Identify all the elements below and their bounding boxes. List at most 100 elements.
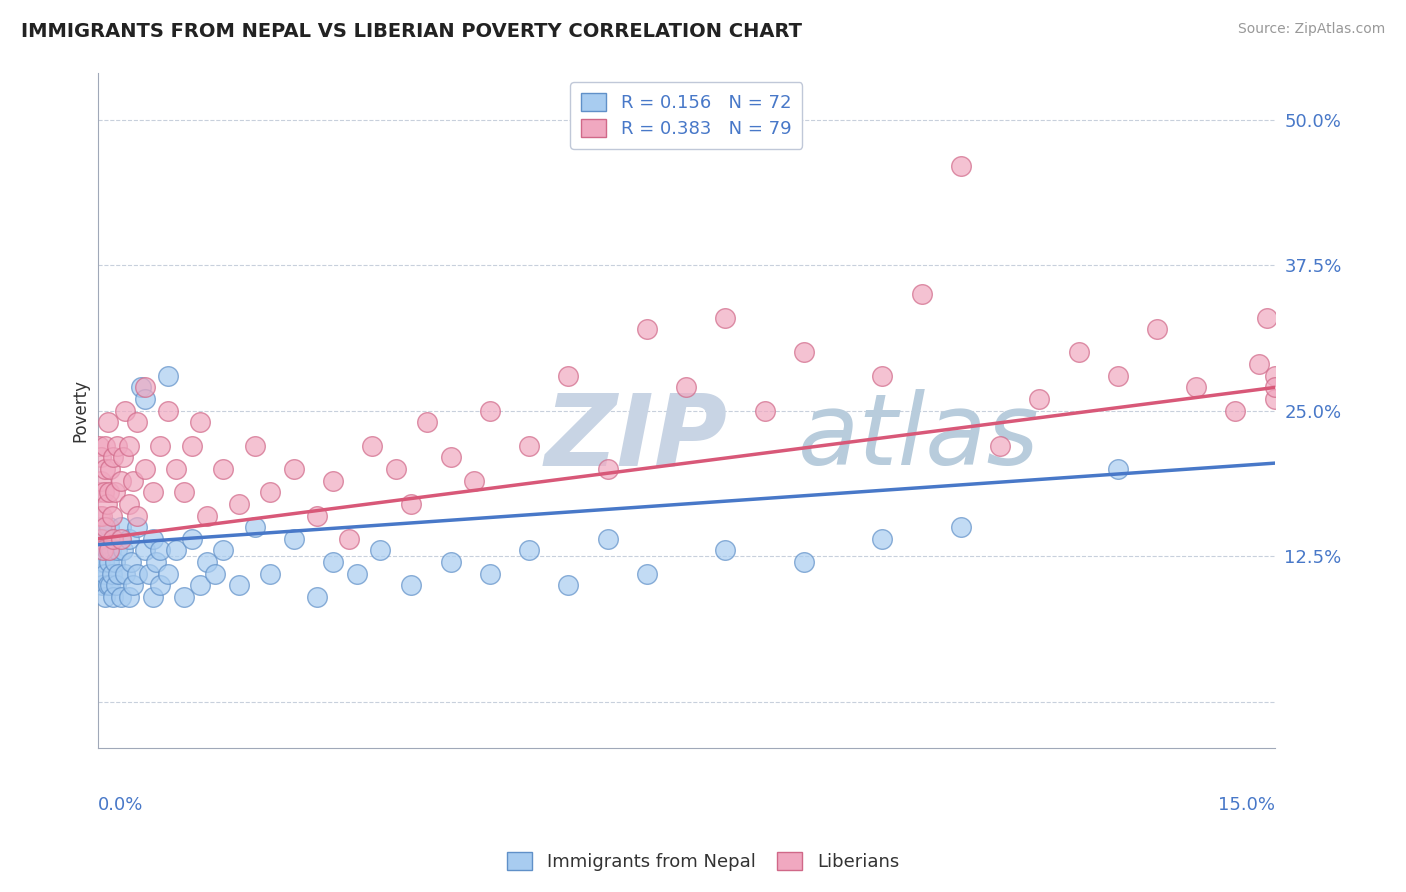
Point <box>157 566 180 581</box>
Point <box>165 543 187 558</box>
Point <box>94 520 117 534</box>
Point <box>212 543 235 558</box>
Point <box>188 416 211 430</box>
Point <box>122 578 145 592</box>
Point <box>243 520 266 534</box>
Point <box>110 532 132 546</box>
Point <box>596 532 619 546</box>
Point <box>89 555 111 569</box>
Point <box>110 520 132 534</box>
Point <box>1256 310 1278 325</box>
Point <box>197 555 219 569</box>
Point <box>97 543 120 558</box>
Point <box>1225 403 1247 417</box>
Point <box>361 439 384 453</box>
Point <box>1067 345 1090 359</box>
Point <box>157 368 180 383</box>
Point <box>754 403 776 417</box>
Point <box>105 543 128 558</box>
Point <box>90 474 112 488</box>
Point <box>180 439 202 453</box>
Point <box>212 462 235 476</box>
Point <box>103 450 125 465</box>
Point <box>675 380 697 394</box>
Point <box>173 590 195 604</box>
Point <box>96 543 118 558</box>
Point <box>129 380 152 394</box>
Point <box>97 416 120 430</box>
Point <box>111 450 134 465</box>
Point <box>949 159 972 173</box>
Point <box>188 578 211 592</box>
Point <box>90 450 112 465</box>
Point <box>91 543 114 558</box>
Text: ZIP: ZIP <box>546 389 728 486</box>
Point <box>138 566 160 581</box>
Legend: Immigrants from Nepal, Liberians: Immigrants from Nepal, Liberians <box>499 845 907 879</box>
Point <box>145 555 167 569</box>
Text: atlas: atlas <box>799 389 1039 486</box>
Point <box>322 474 344 488</box>
Point <box>125 416 148 430</box>
Point <box>1146 322 1168 336</box>
Point <box>93 485 115 500</box>
Point <box>93 555 115 569</box>
Point <box>228 578 250 592</box>
Point <box>440 450 463 465</box>
Point <box>141 590 163 604</box>
Point <box>346 566 368 581</box>
Point <box>714 310 737 325</box>
Point <box>793 555 815 569</box>
Point <box>94 566 117 581</box>
Point <box>93 462 115 476</box>
Point <box>122 474 145 488</box>
Point <box>104 578 127 592</box>
Point <box>94 439 117 453</box>
Point <box>165 462 187 476</box>
Point <box>596 462 619 476</box>
Point <box>98 462 121 476</box>
Point <box>104 485 127 500</box>
Point <box>1028 392 1050 406</box>
Point <box>401 578 423 592</box>
Point <box>114 403 136 417</box>
Point <box>90 543 112 558</box>
Point <box>87 485 110 500</box>
Point <box>90 532 112 546</box>
Point <box>134 380 156 394</box>
Point <box>120 555 142 569</box>
Point <box>283 532 305 546</box>
Point <box>949 520 972 534</box>
Point <box>98 485 121 500</box>
Point <box>134 392 156 406</box>
Point <box>793 345 815 359</box>
Point <box>114 566 136 581</box>
Point <box>125 520 148 534</box>
Point <box>307 590 329 604</box>
Point <box>1185 380 1208 394</box>
Point <box>910 287 932 301</box>
Point <box>90 566 112 581</box>
Point <box>94 590 117 604</box>
Point <box>141 532 163 546</box>
Text: 0.0%: 0.0% <box>97 796 143 814</box>
Point <box>100 508 122 523</box>
Point <box>149 578 172 592</box>
Point <box>89 532 111 546</box>
Point <box>125 566 148 581</box>
Point <box>872 368 894 383</box>
Text: IMMIGRANTS FROM NEPAL VS LIBERIAN POVERTY CORRELATION CHART: IMMIGRANTS FROM NEPAL VS LIBERIAN POVERT… <box>21 22 801 41</box>
Legend: R = 0.156   N = 72, R = 0.383   N = 79: R = 0.156 N = 72, R = 0.383 N = 79 <box>569 82 803 149</box>
Text: Source: ZipAtlas.com: Source: ZipAtlas.com <box>1237 22 1385 37</box>
Point <box>517 439 540 453</box>
Point <box>107 566 129 581</box>
Point <box>157 403 180 417</box>
Point <box>118 532 141 546</box>
Point <box>91 543 114 558</box>
Point <box>100 543 122 558</box>
Point <box>478 403 501 417</box>
Text: 15.0%: 15.0% <box>1218 796 1275 814</box>
Point <box>110 590 132 604</box>
Point <box>98 578 121 592</box>
Point <box>228 497 250 511</box>
